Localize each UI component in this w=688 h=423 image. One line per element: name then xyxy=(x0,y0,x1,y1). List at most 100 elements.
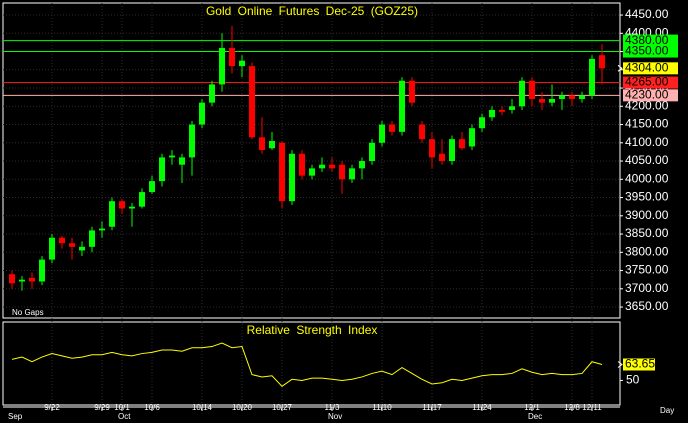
month-label: Sep xyxy=(8,412,23,421)
level-label: 4230.00 xyxy=(625,88,669,102)
level-label: 4350.00 xyxy=(625,44,669,58)
y-tick-label: 3750.00 xyxy=(625,263,669,277)
candle-body xyxy=(519,80,525,107)
chart-title: Gold Online Futures Dec-25 (GOZ25) xyxy=(206,4,418,18)
candle-body xyxy=(59,237,65,244)
candle-body xyxy=(179,157,185,165)
y-tick-label: 3800.00 xyxy=(625,244,669,258)
candle-body xyxy=(249,66,255,138)
y-tick-label: 3850.00 xyxy=(625,226,669,240)
x-tick-label: 11/17 xyxy=(422,403,442,412)
rsi-line xyxy=(11,342,603,387)
candle-body xyxy=(369,142,375,162)
candle-body xyxy=(309,168,315,176)
x-tick-label: 10/1 xyxy=(114,403,130,412)
level-label-box xyxy=(623,89,678,102)
y-tick-label: 3650.00 xyxy=(625,299,669,313)
candle-body xyxy=(539,98,545,103)
candle-body xyxy=(489,109,495,118)
candle-body xyxy=(429,139,435,158)
rsi-last-label: 63.65 xyxy=(625,357,655,371)
candle-body xyxy=(319,164,325,169)
level-label-box xyxy=(623,76,678,89)
candle-body xyxy=(359,161,365,169)
level-label-box xyxy=(623,34,678,47)
last-price-box xyxy=(623,62,678,75)
y-tick-label: 4450.00 xyxy=(625,7,669,21)
y-tick-label: 4100.00 xyxy=(625,135,669,149)
x-tick-label: 10/14 xyxy=(192,403,213,412)
x-tick-label: 11/10 xyxy=(372,403,392,412)
candle-body xyxy=(579,95,585,99)
x-tick-label: 10/27 xyxy=(272,403,293,412)
candle-body xyxy=(259,137,265,151)
rsi-last-arrow xyxy=(617,361,623,368)
candle-body xyxy=(299,153,305,176)
price-panel xyxy=(2,2,621,319)
y-tick-label: 4200.00 xyxy=(625,98,669,112)
x-tick-label: 12/11 xyxy=(582,403,602,412)
candle-body xyxy=(99,228,105,231)
level-label-box xyxy=(623,45,678,58)
candle-body xyxy=(149,181,155,193)
candle-body xyxy=(449,139,455,162)
candle-body xyxy=(479,117,485,129)
month-label: Nov xyxy=(328,412,342,421)
y-tick-label: 4000.00 xyxy=(625,171,669,185)
y-tick-label: 4150.00 xyxy=(625,117,669,131)
x-tick-label: 10/6 xyxy=(144,403,160,412)
candle-body xyxy=(509,106,515,110)
candle-body xyxy=(329,164,335,169)
month-label: Oct xyxy=(118,412,131,421)
candle-body xyxy=(439,153,445,162)
last-price-arrow xyxy=(617,64,623,72)
level-label: 4265.00 xyxy=(625,75,669,89)
candle-body xyxy=(9,274,15,284)
x-tick-label: 11/24 xyxy=(472,403,492,412)
month-label: Dec xyxy=(528,412,542,421)
candle-body xyxy=(219,47,225,85)
candle-body xyxy=(469,128,475,147)
candle-body xyxy=(349,168,355,180)
x-tick-label: 9/29 xyxy=(94,403,110,412)
candle-body xyxy=(339,164,345,180)
candle-body xyxy=(209,84,215,103)
candle-body xyxy=(29,277,35,282)
candle-body xyxy=(109,201,115,227)
x-tick-label: 10/20 xyxy=(232,403,253,412)
candle-body xyxy=(229,47,235,67)
candle-body xyxy=(289,153,295,202)
candle-body xyxy=(529,80,535,99)
candle-body xyxy=(599,55,605,69)
level-label: 4380.00 xyxy=(625,33,669,47)
y-tick-label: 3700.00 xyxy=(625,281,669,295)
rsi-panel xyxy=(2,321,621,406)
y-tick-label: 3950.00 xyxy=(625,190,669,204)
y-tick-label: 4050.00 xyxy=(625,153,669,167)
candle-body xyxy=(189,124,195,158)
candle-body xyxy=(239,60,245,67)
x-tick-label: 9/22 xyxy=(44,403,60,412)
y-tick-label: 50 xyxy=(626,373,640,387)
candle-body xyxy=(19,279,25,282)
candle-body xyxy=(119,201,125,209)
candle-body xyxy=(389,124,395,132)
x-tick-label: 11/3 xyxy=(325,403,341,412)
candle-body xyxy=(559,95,565,99)
candle-body xyxy=(169,155,175,158)
candle-body xyxy=(79,246,85,251)
candle-body xyxy=(69,243,75,247)
candle-body xyxy=(139,192,145,207)
candle-body xyxy=(129,206,135,209)
candle-body xyxy=(459,139,465,149)
candle-body xyxy=(269,140,275,149)
candle-body xyxy=(549,98,555,103)
candle-body xyxy=(39,259,45,282)
rsi-last-box xyxy=(623,358,655,371)
candle-body xyxy=(589,58,595,96)
note: No Gaps xyxy=(12,308,44,317)
candle-body xyxy=(49,237,55,260)
candle-body xyxy=(569,95,575,99)
y-tick-label: 3900.00 xyxy=(625,208,669,222)
